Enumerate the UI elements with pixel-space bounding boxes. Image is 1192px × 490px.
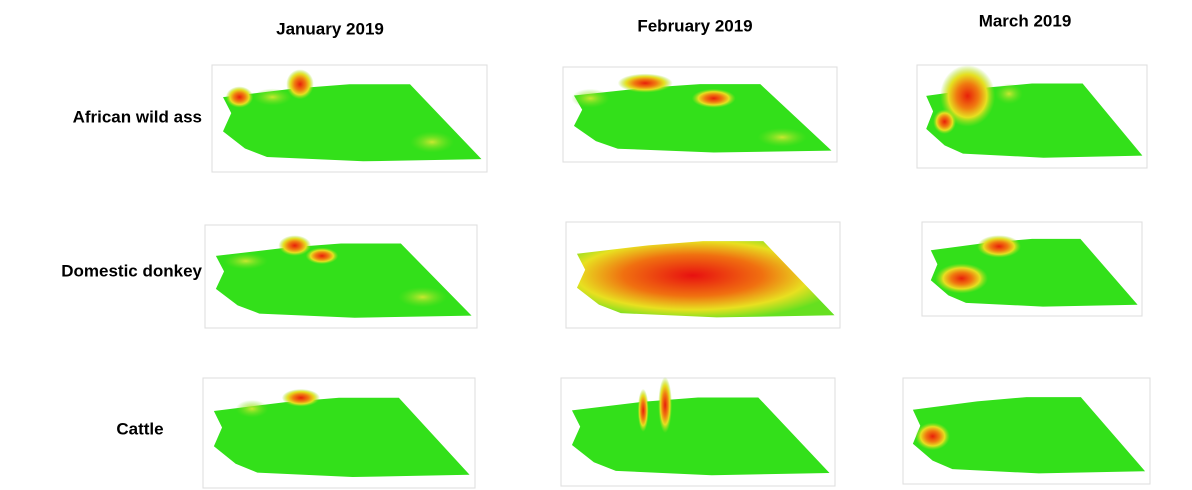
surface-peak bbox=[278, 235, 312, 256]
surface-peak bbox=[691, 88, 736, 108]
surface-peak bbox=[617, 73, 673, 93]
column-title: February 2019 bbox=[637, 16, 752, 35]
column-title: January 2019 bbox=[276, 19, 384, 38]
surface-plot bbox=[562, 66, 838, 163]
surface-peak bbox=[658, 376, 672, 434]
surface-peak bbox=[225, 86, 254, 108]
surface-peak bbox=[398, 286, 448, 308]
surface-peak bbox=[224, 252, 268, 270]
surface bbox=[576, 241, 835, 318]
row-label: Cattle bbox=[116, 419, 163, 438]
surface-peak bbox=[940, 65, 996, 127]
surface-peak bbox=[933, 109, 957, 135]
surface-peak bbox=[935, 263, 988, 294]
surface-peak bbox=[977, 235, 1021, 258]
surface-plot bbox=[211, 64, 488, 173]
surface-plot bbox=[560, 376, 836, 487]
surface bbox=[213, 397, 470, 477]
surface-peak bbox=[995, 83, 1023, 105]
surface bbox=[571, 397, 830, 476]
column-title: March 2019 bbox=[979, 11, 1072, 30]
surface-plot bbox=[916, 64, 1148, 169]
row-label: African wild ass bbox=[73, 107, 202, 126]
surface-plot bbox=[202, 377, 476, 489]
surface-peak bbox=[253, 88, 292, 106]
surface-peak bbox=[757, 127, 807, 147]
surface-peak bbox=[305, 247, 339, 265]
surface-peak bbox=[286, 69, 314, 100]
surface bbox=[912, 397, 1146, 474]
surface-peak bbox=[571, 88, 610, 108]
surface-plot bbox=[565, 221, 841, 329]
surface-plot bbox=[921, 221, 1143, 317]
surface-peak bbox=[281, 389, 320, 407]
surface-peak bbox=[410, 131, 454, 153]
row-label: Domestic donkey bbox=[61, 261, 202, 280]
surface-peak bbox=[637, 388, 649, 432]
surface-peak bbox=[235, 400, 269, 418]
surface-plot bbox=[902, 377, 1151, 485]
surface bbox=[930, 238, 1138, 307]
surface-peak bbox=[915, 422, 950, 451]
surface-plot bbox=[204, 224, 478, 329]
